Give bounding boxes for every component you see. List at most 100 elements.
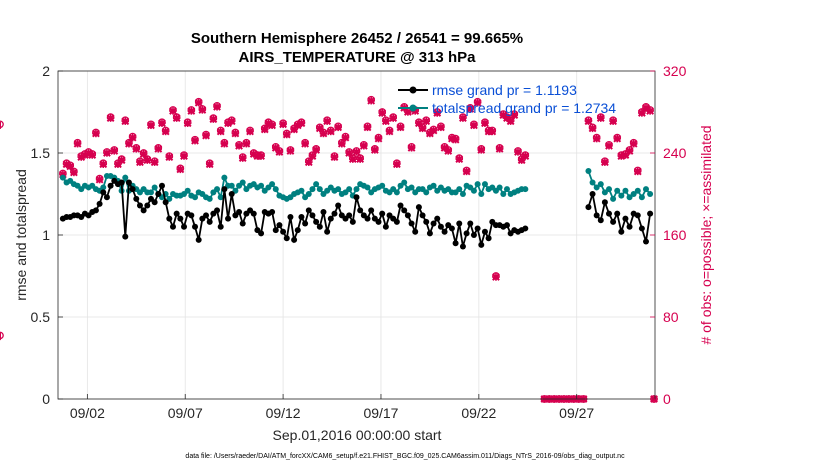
rmse-point [415, 204, 422, 211]
spread-point [393, 189, 400, 196]
obs-assimilated-point [147, 121, 155, 130]
obs-assimilated-point [121, 117, 130, 126]
obs-assimilated-point [521, 152, 530, 160]
obs-assimilated-point [378, 109, 387, 117]
spread-point [500, 191, 507, 197]
rmse-point [412, 228, 419, 235]
rmse-point [408, 220, 415, 227]
spread-point [316, 186, 323, 193]
rmse-point [364, 215, 371, 222]
spread-point [456, 186, 463, 193]
rmse-point [597, 217, 604, 224]
obs-assimilated-point [348, 155, 357, 164]
obs-assimilated-point [165, 153, 174, 162]
spread-point [269, 181, 276, 188]
x-tick-label: 09/22 [461, 405, 496, 421]
obs-assimilated-point [451, 135, 460, 144]
obs-assimilated-point [286, 147, 295, 155]
rmse-point [258, 230, 265, 237]
rmse-point [320, 209, 327, 216]
rmse-point [291, 236, 298, 243]
rmse-point [618, 228, 625, 235]
spread-point [459, 191, 466, 197]
obs-assimilated-point [158, 119, 166, 128]
obs-assimilated-point [125, 139, 133, 148]
rmse-point [357, 207, 364, 214]
obs-assimilated-point [588, 124, 597, 133]
rmse-point [283, 235, 290, 242]
rmse-point [136, 202, 143, 209]
obs-assimilated-point [392, 160, 401, 169]
rmse-point [302, 220, 309, 227]
obs-assimilated-point [326, 127, 335, 136]
x-axis-label: Sep.01,2016 00:00:00 start [273, 427, 442, 443]
obs-possible-point [0, 331, 4, 340]
obs-assimilated-point [381, 117, 390, 126]
obs-assimilated-point [88, 151, 97, 159]
rmse-point [349, 218, 356, 225]
rmse-point [203, 212, 210, 219]
rmse-point [441, 228, 448, 235]
spread-point [503, 186, 510, 193]
spread-point [622, 187, 629, 194]
spread-point [221, 174, 228, 181]
rmse-point [404, 212, 411, 219]
spread-point [353, 186, 360, 193]
obs-assimilated-point [268, 121, 276, 130]
rmse-point [634, 212, 641, 219]
obs-assimilated-point [246, 127, 254, 136]
obs-assimilated-point [488, 127, 497, 136]
rmse-point [379, 210, 386, 217]
spread-point [597, 181, 604, 188]
rmse-point [589, 191, 596, 197]
obs-assimilated-point [150, 158, 159, 167]
rmse-point [276, 222, 283, 229]
rmse-point [177, 215, 184, 222]
obs-assimilated-point [609, 117, 618, 126]
x-tick-label: 09/12 [266, 405, 301, 421]
obs-assimilated-point [304, 158, 313, 167]
rmse-point [250, 210, 257, 217]
obs-assimilated-point [73, 139, 82, 148]
spread-point [272, 186, 279, 193]
legend: rmse grand pr = 1.1193 totalspread grand… [398, 82, 616, 116]
obs-assimilated-point [260, 125, 269, 134]
rmse-point [503, 222, 510, 229]
rmse-point [239, 220, 246, 227]
obs-assimilated-point [370, 146, 379, 154]
rmse-point [129, 186, 136, 193]
legend-spread-marker [409, 104, 417, 112]
rmse-point [437, 223, 444, 230]
obs-assimilated-point [629, 139, 638, 148]
obs-assimilated-point [477, 146, 486, 154]
rmse-point [118, 179, 125, 186]
obs-assimilated-point [337, 139, 346, 148]
spread-point [642, 186, 649, 193]
obs-assimilated-point [257, 152, 265, 160]
rmse-point [353, 194, 360, 201]
rmse-point [206, 218, 213, 225]
rmse-point [166, 215, 173, 222]
spread-point [184, 187, 191, 194]
obs-assimilated-point [282, 130, 291, 139]
y-right-tick-label: 240 [663, 145, 687, 161]
left-axis: 0 0.5 1 1.5 2 [31, 63, 63, 407]
rmse-point [313, 218, 320, 225]
obs-assimilated-point [198, 106, 207, 114]
obs-assimilated-point [418, 124, 427, 133]
rmse-point [181, 223, 188, 230]
spread-point [147, 189, 154, 196]
obs-assimilated-point [433, 109, 442, 117]
rmse-point [393, 218, 400, 225]
y-tick-label: 1.5 [31, 145, 51, 161]
rmse-point [452, 240, 459, 247]
obs-assimilated-point [345, 149, 354, 157]
obs-assimilated-point [66, 162, 75, 171]
rmse-point [144, 202, 151, 209]
spread-point [585, 168, 592, 175]
spread-point [522, 186, 529, 193]
obs-assimilated-point [429, 126, 438, 135]
x-tick-label: 09/17 [363, 405, 398, 421]
right-axis: 0 80 160 240 320 [650, 63, 687, 407]
rmse-point [585, 204, 592, 211]
